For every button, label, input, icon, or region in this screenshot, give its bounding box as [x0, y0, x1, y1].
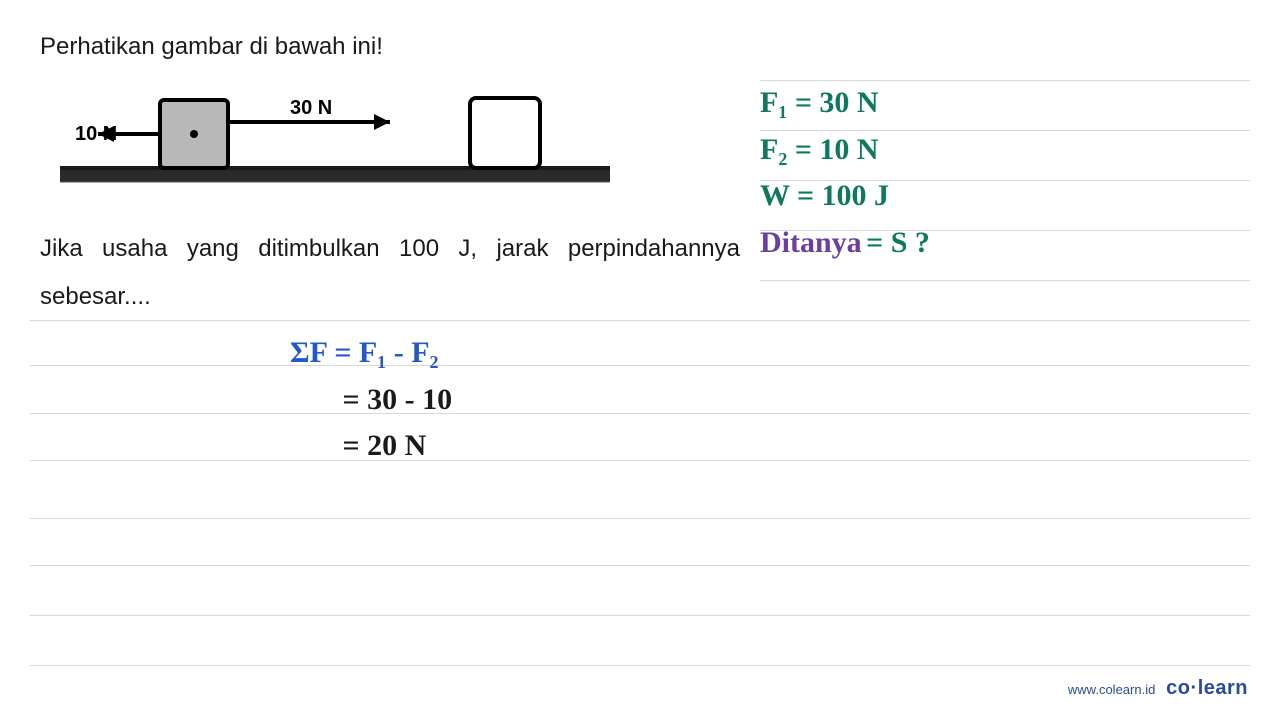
brand-dot: · [1191, 677, 1198, 699]
brand-left: co [1166, 677, 1190, 699]
footer: www.colearn.id co·learn [1068, 677, 1248, 700]
given-asked: Ditanya = S ? [760, 220, 1250, 267]
question-line-1: Perhatikan gambar di bawah ini! [40, 28, 740, 66]
force-left-label: 10 N [75, 123, 117, 145]
work-eq1: ΣF = F₁ - F₂ [290, 330, 452, 377]
given-block: F₁ = 30 N F₂ = 10 N W = 100 J Ditanya = … [760, 80, 1250, 266]
given-f1: F₁ = 30 N [760, 80, 1250, 127]
given-f2: F₂ = 10 N [760, 127, 1250, 174]
brand-right: learn [1198, 677, 1248, 699]
force-right-label: 30 N [290, 97, 332, 119]
question-line-2: Jika usaha yang ditimbulkan 100 J, jarak… [40, 225, 740, 321]
work-eq3: = 20 N [290, 423, 452, 470]
asked-value: S ? [891, 226, 930, 259]
physics-diagram: 10 N 30 N [40, 80, 620, 200]
asked-label: Ditanya [760, 226, 862, 259]
given-w: W = 100 J [760, 173, 1250, 220]
work-block: ΣF = F₁ - F₂ = 30 - 10 = 20 N [290, 330, 452, 470]
work-eq2: = 30 - 10 [290, 377, 452, 424]
footer-url: www.colearn.id [1068, 682, 1155, 697]
